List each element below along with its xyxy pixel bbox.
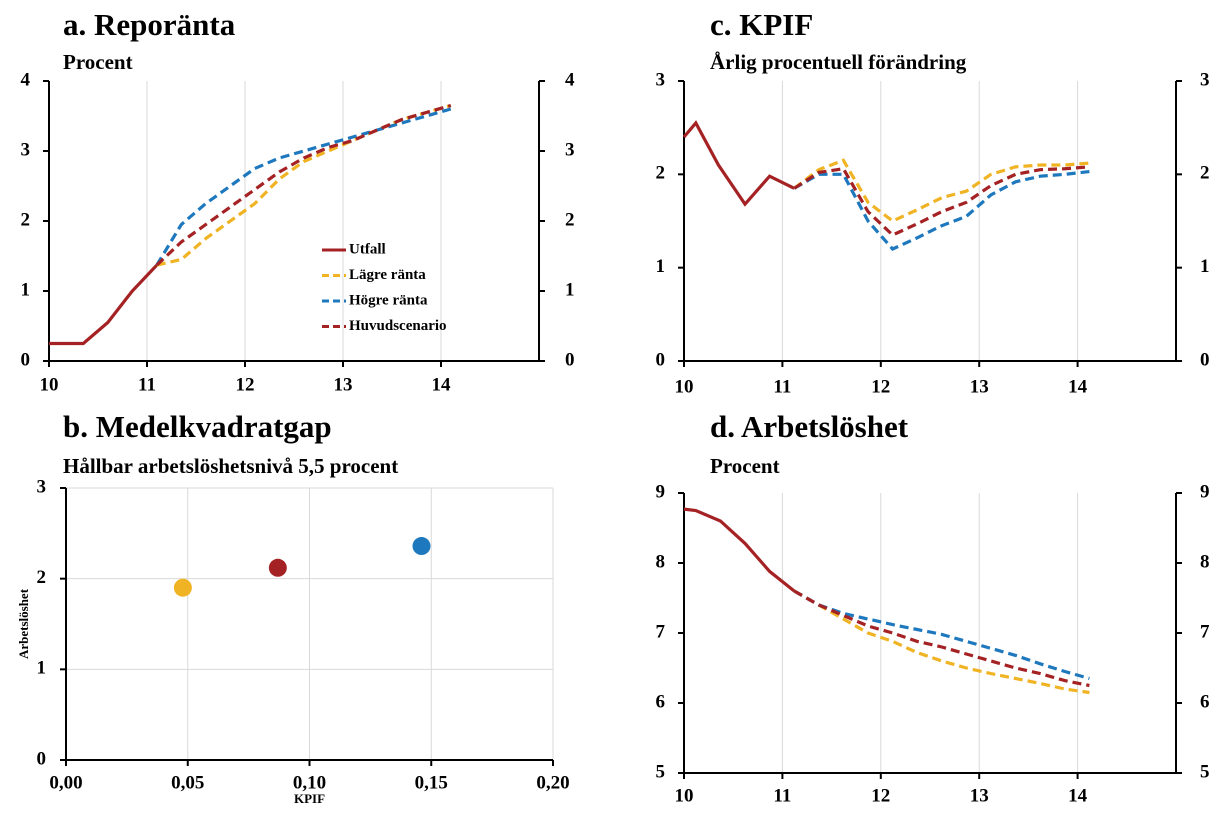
x-tick-label: 14: [1068, 785, 1088, 806]
x-tick-label: 13: [334, 374, 353, 395]
chart-title: c. KPIF: [710, 7, 813, 42]
y-tick-label: 2: [37, 567, 47, 588]
series-line: [793, 589, 1090, 681]
series-line: [49, 264, 158, 346]
x-tick-label: 14: [432, 374, 452, 395]
y-tick-label: 2: [21, 209, 31, 230]
y-tick-label: 1: [656, 256, 666, 277]
series-line: [793, 589, 1090, 688]
chart-subtitle: Årlig procentuell förändring: [710, 50, 967, 74]
y-tick-label: 1: [37, 658, 47, 679]
y-tick-label: 3: [656, 69, 666, 90]
chart-title: d. Arbetslöshet: [710, 409, 909, 444]
y-tick-label: 9: [656, 481, 666, 502]
y-tick-label: 8: [656, 551, 666, 572]
scatter-point: [173, 578, 192, 597]
legend-label: Lägre ränta: [349, 267, 426, 283]
series-line: [793, 158, 1090, 223]
x-tick-label: 12: [871, 376, 890, 397]
x-tick-label: 12: [236, 374, 255, 395]
x-axis-title: KPIF: [294, 791, 325, 806]
x-tick-label: 10: [40, 374, 59, 395]
y-tick-label: 4: [21, 69, 31, 90]
y-tick-label-right: 5: [1200, 761, 1210, 782]
series-line: [793, 165, 1090, 237]
y-tick-label: 3: [37, 476, 47, 497]
y-tick-label-right: 2: [565, 209, 575, 230]
y-tick-label: 3: [21, 139, 31, 160]
y-tick-label-right: 0: [1200, 349, 1210, 370]
x-tick-label: 0,10: [293, 772, 326, 793]
y-tick-label: 0: [21, 349, 31, 370]
y-tick-label-right: 4: [565, 69, 575, 90]
x-tick-label: 14: [1068, 376, 1088, 397]
x-tick-label: 13: [970, 785, 989, 806]
y-tick-label: 7: [656, 621, 666, 642]
chart-title: b. Medelkvadratgap: [63, 409, 332, 444]
y-tick-label: 0: [37, 748, 47, 769]
y-tick-label: 5: [656, 761, 666, 782]
y-tick-label: 2: [656, 163, 666, 184]
y-tick-label-right: 7: [1200, 621, 1210, 642]
x-tick-label: 11: [138, 374, 156, 395]
y-tick-label-right: 3: [565, 139, 575, 160]
chart-subtitle: Hållbar arbetslöshetsnivå 5,5 procent: [63, 454, 398, 478]
y-tick-label-right: 1: [565, 279, 575, 300]
x-tick-label: 12: [871, 785, 890, 806]
scatter-point: [268, 558, 287, 577]
legend-label: Huvudscenario: [349, 318, 447, 334]
series-line: [156, 103, 452, 267]
chart-subtitle: Procent: [710, 454, 780, 478]
chart-title: a. Reporänta: [63, 7, 236, 42]
x-tick-label: 10: [675, 785, 694, 806]
y-tick-label-right: 3: [1200, 69, 1210, 90]
y-tick-label-right: 1: [1200, 256, 1210, 277]
y-tick-label: 0: [656, 349, 666, 370]
series-line: [793, 169, 1090, 251]
legend-label: Högre ränta: [349, 292, 428, 308]
y-tick-label-right: 9: [1200, 481, 1210, 502]
legend-label: Utfall: [349, 241, 386, 257]
series-line: [793, 589, 1090, 695]
x-tick-label: 10: [675, 376, 694, 397]
x-tick-label: 0,15: [415, 772, 448, 793]
x-tick-label: 11: [773, 376, 791, 397]
y-tick-label-right: 6: [1200, 691, 1210, 712]
series-line: [155, 107, 452, 266]
series-line: [682, 120, 795, 207]
scatter-point: [412, 537, 431, 556]
x-tick-label: 0,05: [171, 772, 204, 793]
chart-subtitle: Procent: [63, 50, 133, 74]
y-tick-label-right: 8: [1200, 551, 1210, 572]
y-axis-title: Arbetslöshet: [16, 588, 31, 659]
x-tick-label: 0,00: [49, 772, 82, 793]
y-tick-label-right: 2: [1200, 163, 1210, 184]
x-tick-label: 0,20: [536, 772, 569, 793]
y-tick-label: 1: [21, 279, 31, 300]
y-tick-label-right: 0: [565, 349, 575, 370]
series-line: [155, 103, 452, 267]
x-tick-label: 11: [773, 785, 791, 806]
y-tick-label: 6: [656, 691, 666, 712]
series-line: [683, 507, 796, 593]
x-tick-label: 13: [970, 376, 989, 397]
